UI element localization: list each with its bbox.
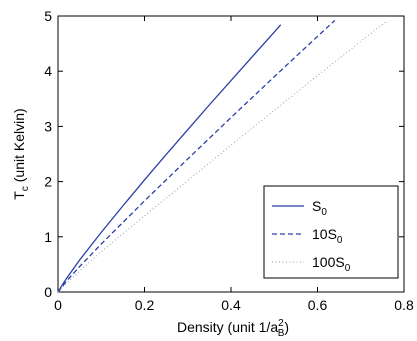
- y-tick-label: 0: [44, 284, 52, 300]
- y-tick-label: 2: [44, 174, 52, 190]
- series-line-3: [57, 20, 388, 293]
- legend-label-3: 100S0: [312, 254, 351, 274]
- legend: S0 10S0 100S0: [263, 185, 399, 279]
- legend-items: S0 10S0 100S0: [272, 198, 351, 274]
- y-tick-label: 3: [44, 118, 52, 134]
- x-tick-label: 0.8: [394, 297, 414, 313]
- x-tick-label: 0.4: [221, 297, 241, 313]
- y-tick-label: 4: [44, 63, 52, 79]
- y-tick-label: 1: [44, 229, 52, 245]
- axis-ticks: 0 0.2 0.4 0.6 0.8 0 1 2 3 4 5: [44, 8, 414, 313]
- legend-box: [263, 185, 399, 279]
- series-lines: [57, 19, 388, 293]
- legend-label-2: 10S0: [312, 226, 343, 246]
- y-axis-label: Tc (unit Kelvin): [11, 108, 31, 199]
- x-tick-label: 0: [54, 297, 62, 313]
- plot-area: 0 0.2 0.4 0.6 0.8 0 1 2 3 4 5: [44, 8, 414, 313]
- x-tick-label: 0.2: [135, 297, 155, 313]
- x-axis-label: Density (unit 1/a2 B): [177, 318, 289, 339]
- series-line-1: [57, 24, 282, 293]
- series-line-2: [57, 19, 336, 293]
- x-tick-label: 0.6: [308, 297, 328, 313]
- legend-label-1: S0: [312, 198, 327, 218]
- y-tick-label: 5: [44, 8, 52, 24]
